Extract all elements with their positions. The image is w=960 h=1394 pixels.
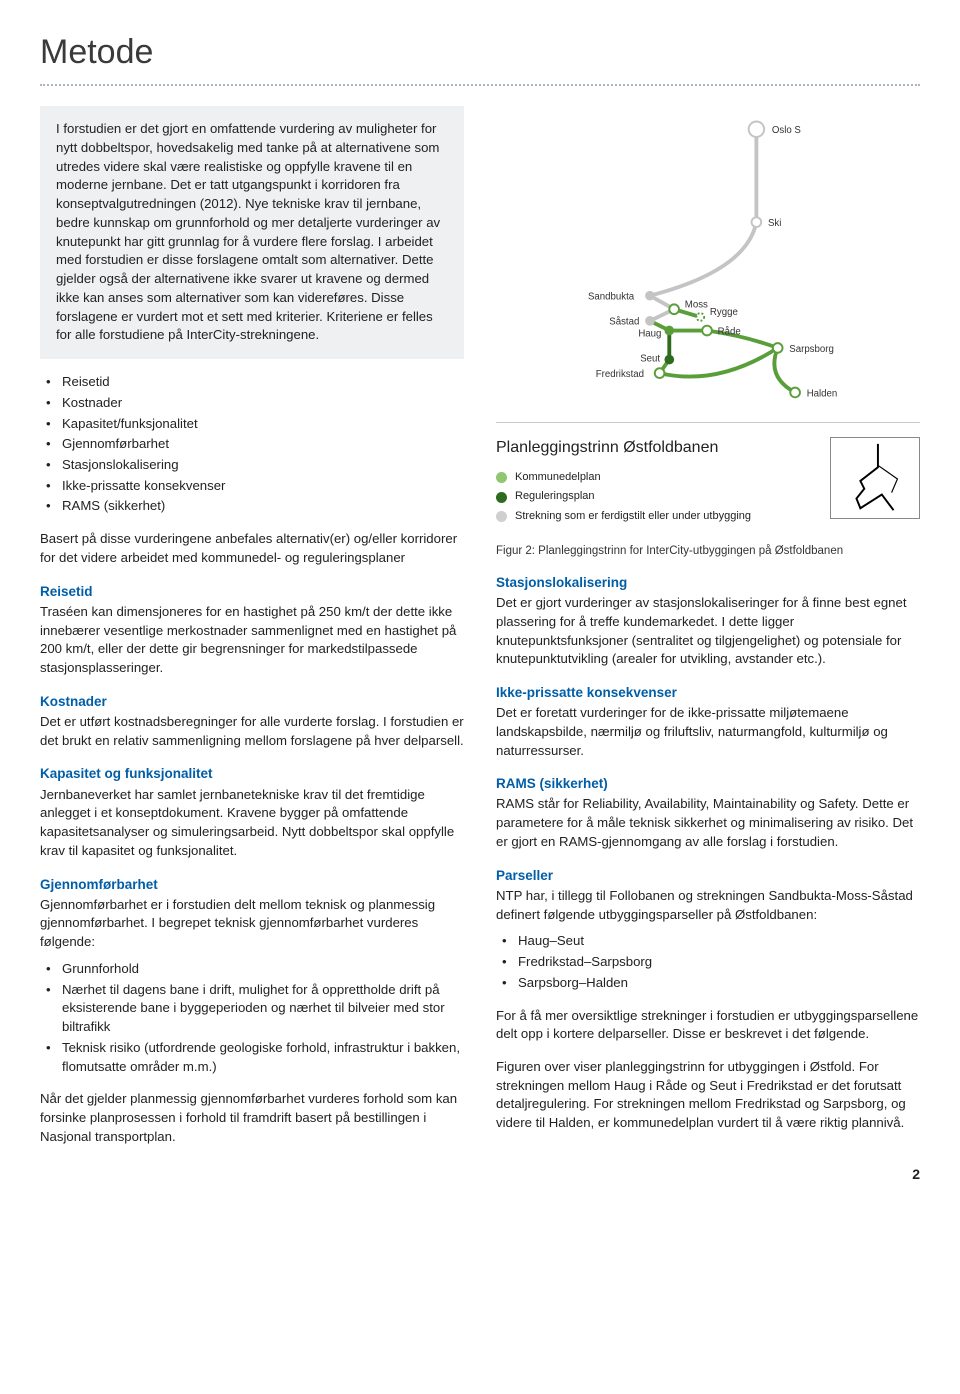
body-text: Traséen kan dimensjoneres for en hastigh…	[40, 603, 464, 678]
page-number: 2	[912, 1165, 920, 1185]
svg-text:Råde: Råde	[718, 327, 741, 338]
legend-label: Reguleringsplan	[515, 489, 595, 505]
list-item: Reisetid	[40, 373, 464, 392]
list-item: Kapasitet/funksjonalitet	[40, 415, 464, 434]
svg-text:Moss: Moss	[685, 300, 708, 311]
list-item: Haug–Seut	[496, 932, 920, 951]
svg-text:Halden: Halden	[807, 389, 838, 400]
figure-caption: Figur 2: Planleggingstrinn for InterCity…	[496, 543, 920, 559]
subhead-kostnader: Kostnader	[40, 692, 464, 711]
subhead-rams: RAMS (sikkerhet)	[496, 774, 920, 793]
body-text: Jernbaneverket har samlet jernbaneteknis…	[40, 786, 464, 861]
legend-label: Strekning som er ferdigstilt eller under…	[515, 509, 751, 525]
parseller-list: Haug–Seut Fredrikstad–Sarpsborg Sarpsbor…	[496, 932, 920, 992]
subhead-ikkepris: Ikke-prissatte konsekvenser	[496, 683, 920, 702]
basert-text: Basert på disse vurderingene anbefales a…	[40, 530, 464, 567]
legend-label: Kommunedelplan	[515, 470, 601, 486]
svg-text:Haug: Haug	[638, 329, 661, 340]
body-text: Figuren over viser planleggingstrinn for…	[496, 1058, 920, 1133]
svg-text:Oslo S: Oslo S	[772, 125, 801, 136]
route-map: Oslo S Ski Sandbukta Moss Såstad Rygge Haug Råd…	[496, 106, 920, 406]
body-text: NTP har, i tillegg til Follobanen og str…	[496, 887, 920, 924]
subhead-gjennom: Gjennomførbarhet	[40, 875, 464, 894]
body-text: RAMS står for Reliability, Availability,…	[496, 795, 920, 851]
svg-text:Rygge: Rygge	[710, 307, 738, 318]
legend-dot	[496, 472, 507, 483]
body-text: For å få mer oversiktlige strekninger i …	[496, 1007, 920, 1044]
list-item: Sarpsborg–Halden	[496, 974, 920, 993]
subhead-reisetid: Reisetid	[40, 582, 464, 601]
svg-text:Fredrikstad: Fredrikstad	[596, 369, 644, 380]
lead-box: I forstudien er det gjort en omfattende …	[40, 106, 464, 359]
list-item: RAMS (sikkerhet)	[40, 497, 464, 516]
page-title: Metode	[40, 28, 920, 76]
subhead-parseller: Parseller	[496, 866, 920, 885]
left-column: I forstudien er det gjort en omfattende …	[40, 106, 464, 1160]
subhead-kapasitet: Kapasitet og funksjonalitet	[40, 764, 464, 783]
svg-text:Såstad: Såstad	[609, 317, 639, 328]
body-text: Det er utført kostnadsberegninger for al…	[40, 713, 464, 750]
legend: Planleggingstrinn Østfoldbanen Kommunede…	[496, 422, 920, 525]
body-text: Når det gjelder planmessig gjennomførbar…	[40, 1090, 464, 1146]
svg-text:Sarpsborg: Sarpsborg	[789, 344, 834, 355]
svg-text:Ski: Ski	[768, 218, 781, 229]
svg-text:Seut: Seut	[640, 354, 660, 365]
list-item: Gjennomførbarhet	[40, 435, 464, 454]
list-item: Grunnforhold	[40, 960, 464, 979]
mini-map	[830, 437, 920, 519]
list-item: Ikke-prissatte konsekvenser	[40, 477, 464, 496]
body-text: Det er gjort vurderinger av stasjonsloka…	[496, 594, 920, 669]
svg-text:Sandbukta: Sandbukta	[588, 292, 635, 303]
lead-text: I forstudien er det gjort en omfattende …	[56, 120, 448, 345]
legend-dot	[496, 492, 507, 503]
list-item: Fredrikstad–Sarpsborg	[496, 953, 920, 972]
divider	[40, 84, 920, 86]
body-text: Gjennomførbarhet er i forstudien delt me…	[40, 896, 464, 952]
legend-dot	[496, 511, 507, 522]
gjennom-list: Grunnforhold Nærhet til dagens bane i dr…	[40, 960, 464, 1076]
list-item: Nærhet til dagens bane i drift, mulighet…	[40, 981, 464, 1037]
right-column: Oslo S Ski Sandbukta Moss Såstad Rygge Haug Råd…	[496, 106, 920, 1160]
criteria-list: Reisetid Kostnader Kapasitet/funksjonali…	[40, 373, 464, 516]
body-text: Det er foretatt vurderinger for de ikke-…	[496, 704, 920, 760]
list-item: Stasjonslokalisering	[40, 456, 464, 475]
list-item: Kostnader	[40, 394, 464, 413]
subhead-stasjonslok: Stasjonslokalisering	[496, 573, 920, 592]
list-item: Teknisk risiko (utfordrende geologiske f…	[40, 1039, 464, 1076]
